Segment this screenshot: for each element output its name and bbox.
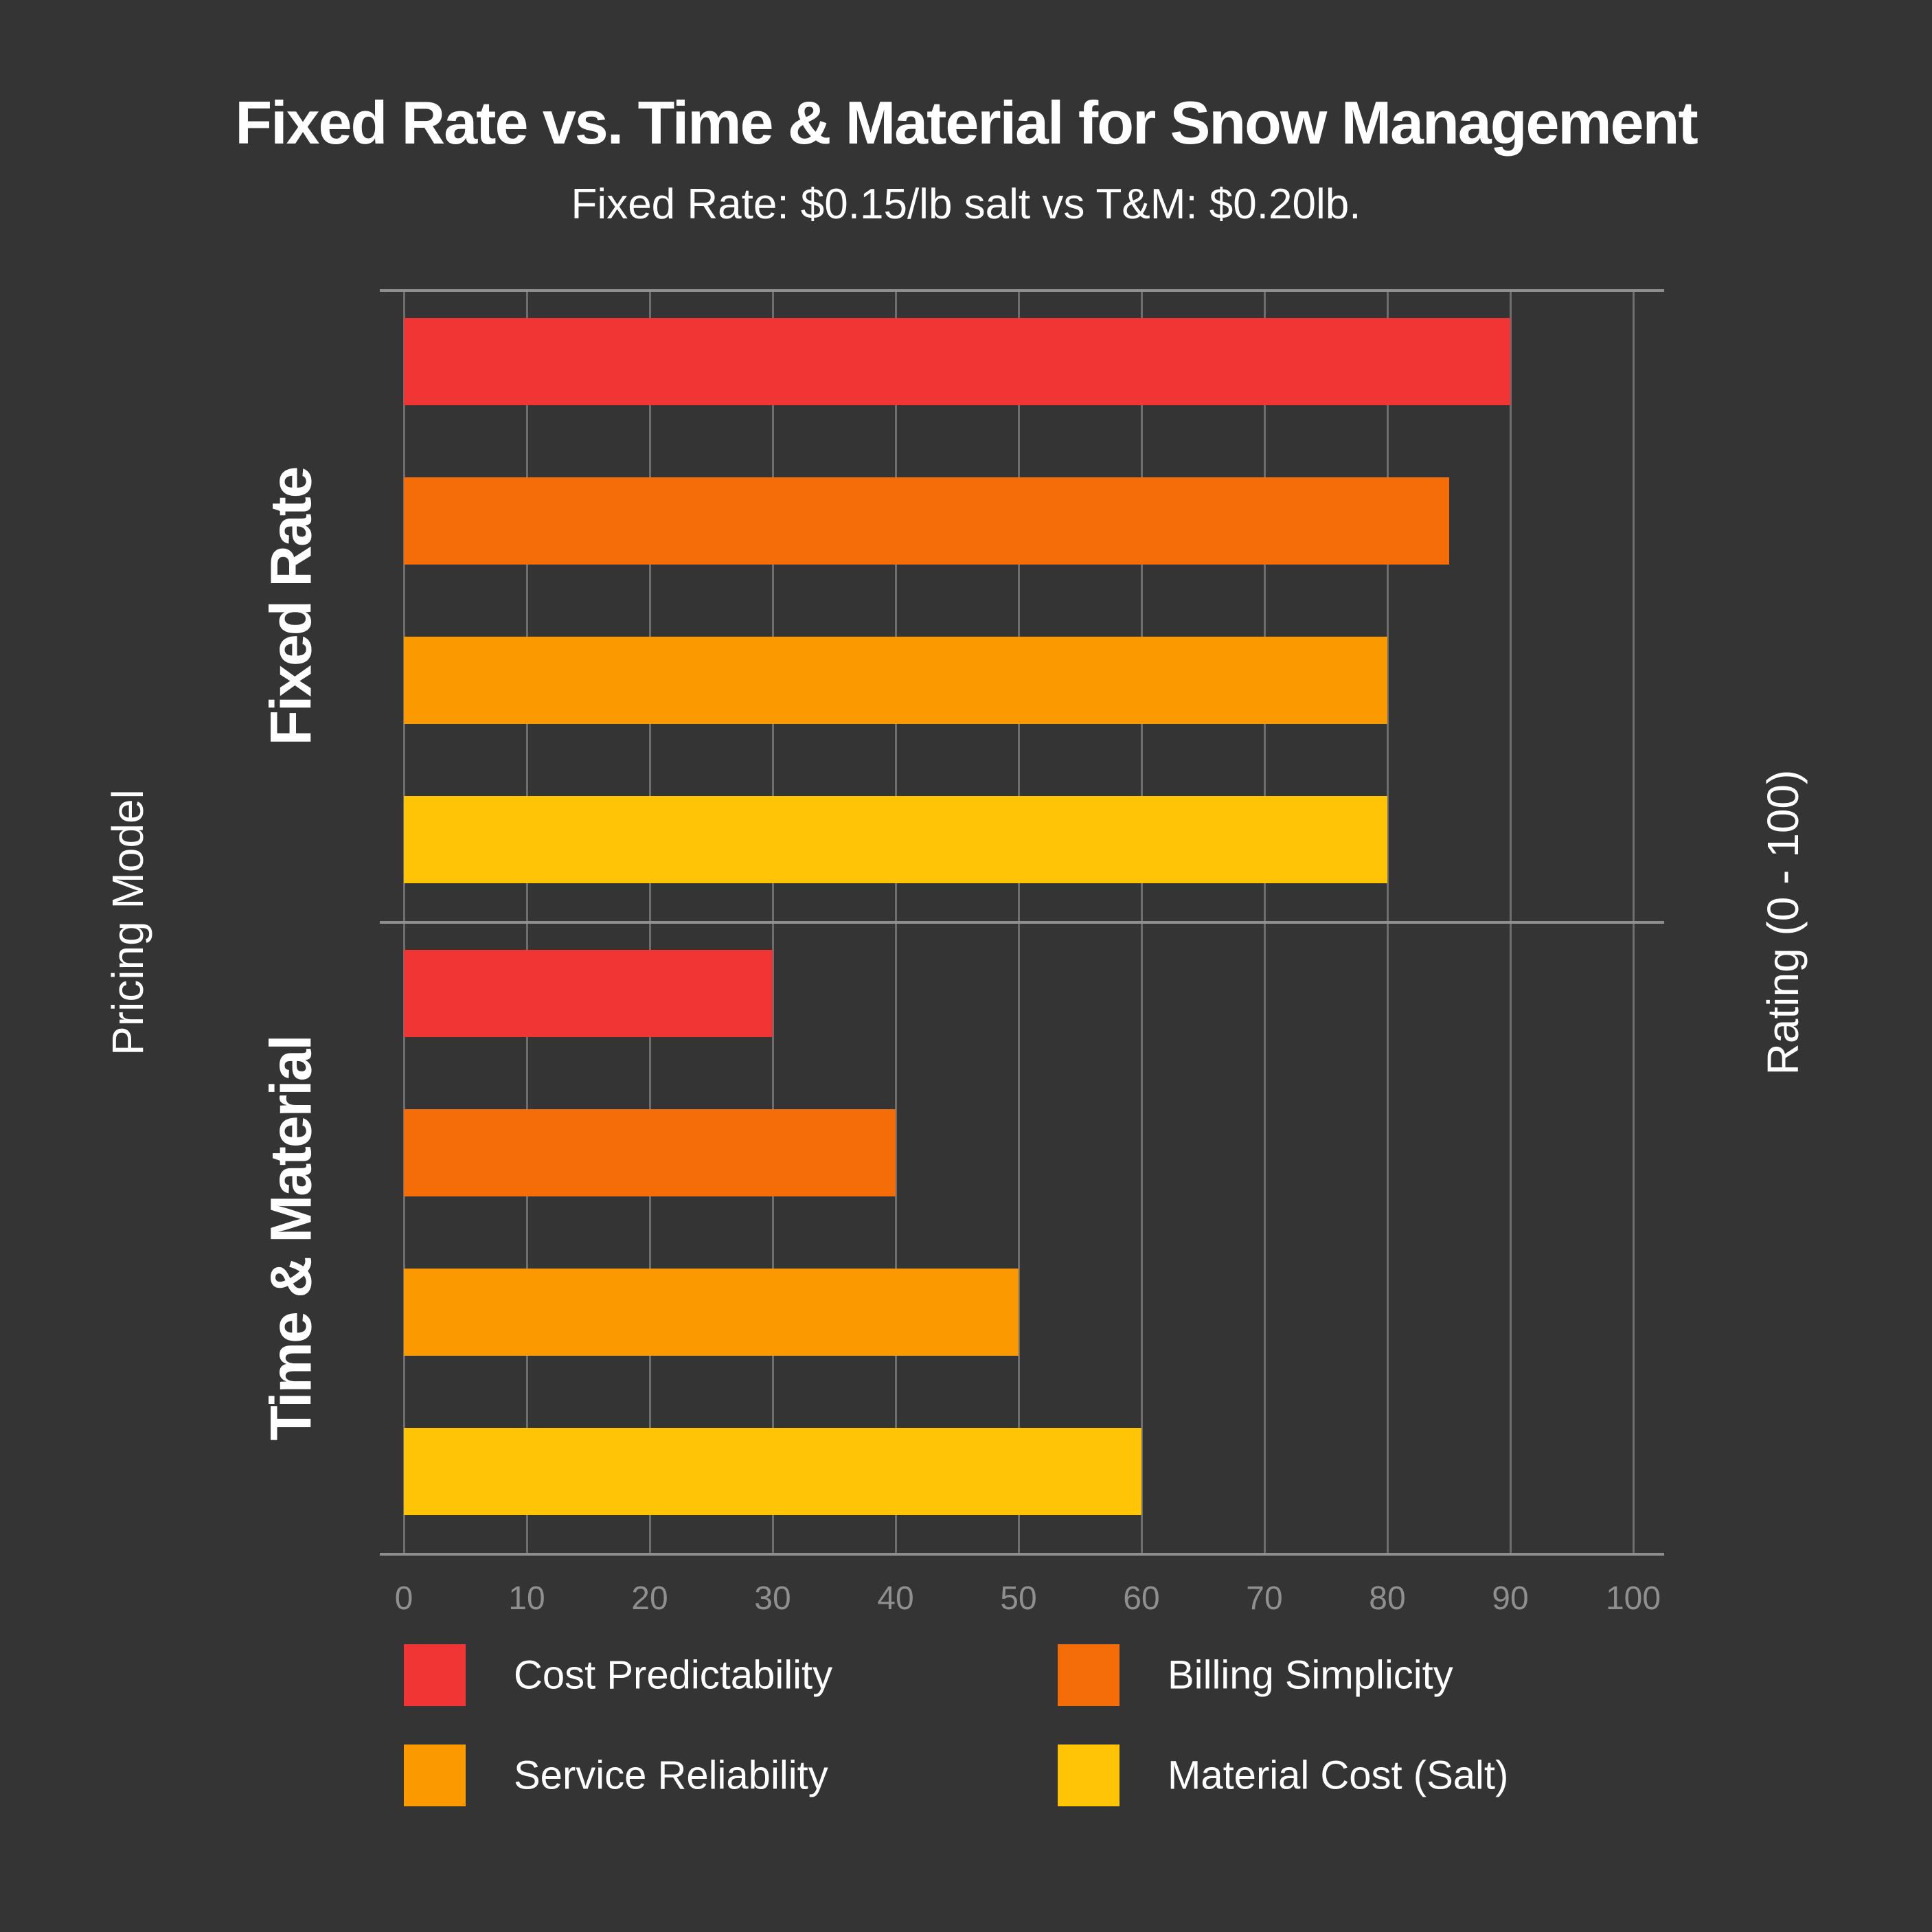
x-tick-label-60: 60: [1123, 1580, 1160, 1617]
legend-label-service-reliability: Service Reliability: [514, 1753, 828, 1798]
legend-swatch-material-cost-salt-: [1058, 1745, 1120, 1806]
bar-fixed-rate-billing-simplicity: [404, 477, 1449, 565]
x-tick-label-100: 100: [1605, 1580, 1661, 1617]
x-axis-line: [380, 1553, 1664, 1556]
x-tick-label-40: 40: [877, 1580, 914, 1617]
bar-fixed-rate-cost-predictability: [404, 318, 1510, 405]
plot-top-spine: [380, 289, 1664, 292]
x-tick-label-30: 30: [754, 1580, 791, 1617]
x-tick-label-70: 70: [1246, 1580, 1283, 1617]
legend-swatch-billing-simplicity: [1058, 1644, 1120, 1706]
x-tick-label-50: 50: [1000, 1580, 1037, 1617]
bar-time-material-service-reliability: [404, 1269, 1019, 1356]
legend-swatch-service-reliability: [404, 1745, 466, 1806]
legend-label-billing-simplicity: Billing Simplicity: [1168, 1652, 1453, 1698]
bar-time-material-material-cost-salt-: [404, 1428, 1141, 1515]
x-tick-label-0: 0: [394, 1580, 413, 1617]
group-separator-line: [380, 921, 1664, 924]
legend-label-material-cost-salt-: Material Cost (Salt): [1168, 1753, 1509, 1798]
value-axis-label: Rating (0 - 100): [1758, 769, 1808, 1076]
x-tick-label-20: 20: [631, 1580, 668, 1617]
chart-title: Fixed Rate vs. Time & Material for Snow …: [235, 89, 1698, 157]
chart-subtitle: Fixed Rate: $0.15/lb salt vs T&M: $0.20l…: [571, 181, 1361, 228]
bar-fixed-rate-material-cost-salt-: [404, 796, 1387, 883]
x-tick-label-10: 10: [508, 1580, 545, 1617]
y-axis-label: Pricing Model: [103, 789, 152, 1056]
legend-swatch-cost-predictability: [404, 1644, 466, 1706]
bar-time-material-cost-predictability: [404, 950, 773, 1037]
bar-fixed-rate-service-reliability: [404, 637, 1387, 724]
x-tick-label-90: 90: [1492, 1580, 1529, 1617]
bar-time-material-billing-simplicity: [404, 1109, 896, 1196]
category-label-time-material: Time & Material: [258, 1036, 323, 1441]
legend-label-cost-predictability: Cost Predictability: [514, 1652, 833, 1698]
x-tick-label-80: 80: [1369, 1580, 1406, 1617]
category-label-fixed-rate: Fixed Rate: [258, 467, 323, 746]
